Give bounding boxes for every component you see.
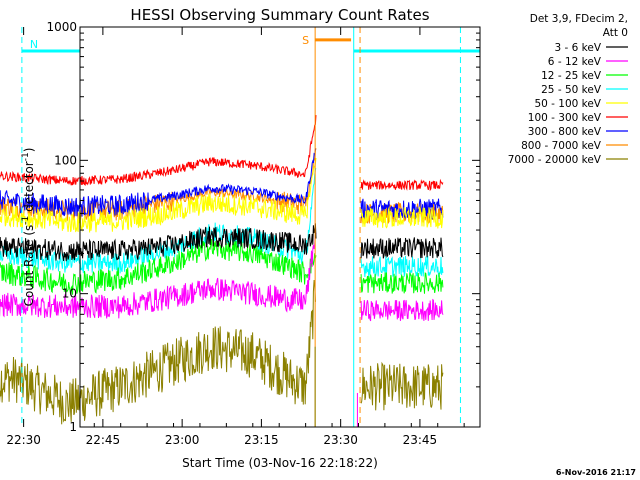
saa-label-s: S <box>302 34 309 47</box>
legend-label-3-6-kev: 3 - 6 keV <box>554 42 601 54</box>
x-tick-label: 23:00 <box>165 433 200 447</box>
series-line-50-100-kev <box>0 157 317 233</box>
series-line-800-7000-kev <box>0 148 317 223</box>
series-line-after-gap-12-25-kev <box>360 272 444 294</box>
x-tick-label: 23:30 <box>323 433 358 447</box>
night-label-n: N <box>30 38 38 51</box>
legend-label-6-12-kev: 6 - 12 keV <box>548 56 602 68</box>
x-tick-label: 23:15 <box>244 433 279 447</box>
series-line-7000-20000-kev <box>0 279 316 425</box>
footer-timestamp: 6-Nov-2016 21:17 <box>556 468 636 477</box>
series-line-after-gap-50-100-kev <box>360 206 444 229</box>
y-tick-label: 100 <box>54 153 77 167</box>
series-line-after-gap-3-6-kev <box>360 237 444 259</box>
legend-label-100-300-kev: 100 - 300 keV <box>528 112 602 124</box>
legend-label-800-7000-kev: 800 - 7000 keV <box>521 140 602 152</box>
legend: Det 3,9, FDecim 2, Att 0 3 - 6 keV 6 - 12… <box>508 13 628 166</box>
legend-label-300-800-kev: 300 - 800 keV <box>528 126 602 138</box>
y-tick-label: 1 <box>69 420 77 434</box>
legend-header-line-1: Det 3,9, FDecim 2, <box>530 13 628 25</box>
legend-label-25-50-kev: 25 - 50 keV <box>541 84 602 96</box>
x-axis-label: Start Time (03-Nov-16 22:18:22) <box>182 456 378 470</box>
legend-label-50-100-kev: 50 - 100 keV <box>534 98 601 110</box>
series-line-3-6-kev <box>0 223 317 262</box>
series-line-6-12-kev <box>0 232 317 319</box>
legend-label-12-25-kev: 12 - 25 keV <box>541 70 602 82</box>
x-tick-label: 22:45 <box>86 433 121 447</box>
x-tick-label: 22:30 <box>6 433 41 447</box>
chart-title: HESSI Observing Summary Count Rates <box>130 6 429 24</box>
series-line-12-25-kev <box>0 238 317 295</box>
series-line-after-gap-6-12-kev <box>360 298 444 322</box>
series-line-100-300-kev <box>0 115 317 186</box>
y-axis-label: Count Rate (s-1 detector-1) <box>21 148 36 307</box>
x-tick-label: 23:45 <box>403 433 438 447</box>
plot-frame <box>79 26 481 428</box>
series-line-after-gap-25-50-kev <box>360 255 444 278</box>
series-line-after-gap-7000-20000-kev <box>360 361 444 411</box>
legend-label-7000-20000-kev: 7000 - 20000 keV <box>508 154 602 166</box>
series-line-after-gap-100-300-kev <box>360 178 444 192</box>
y-tick-label: 1000 <box>46 20 77 34</box>
y-tick-label: 10 <box>62 287 77 301</box>
legend-header-line-2: Att 0 <box>603 27 628 39</box>
